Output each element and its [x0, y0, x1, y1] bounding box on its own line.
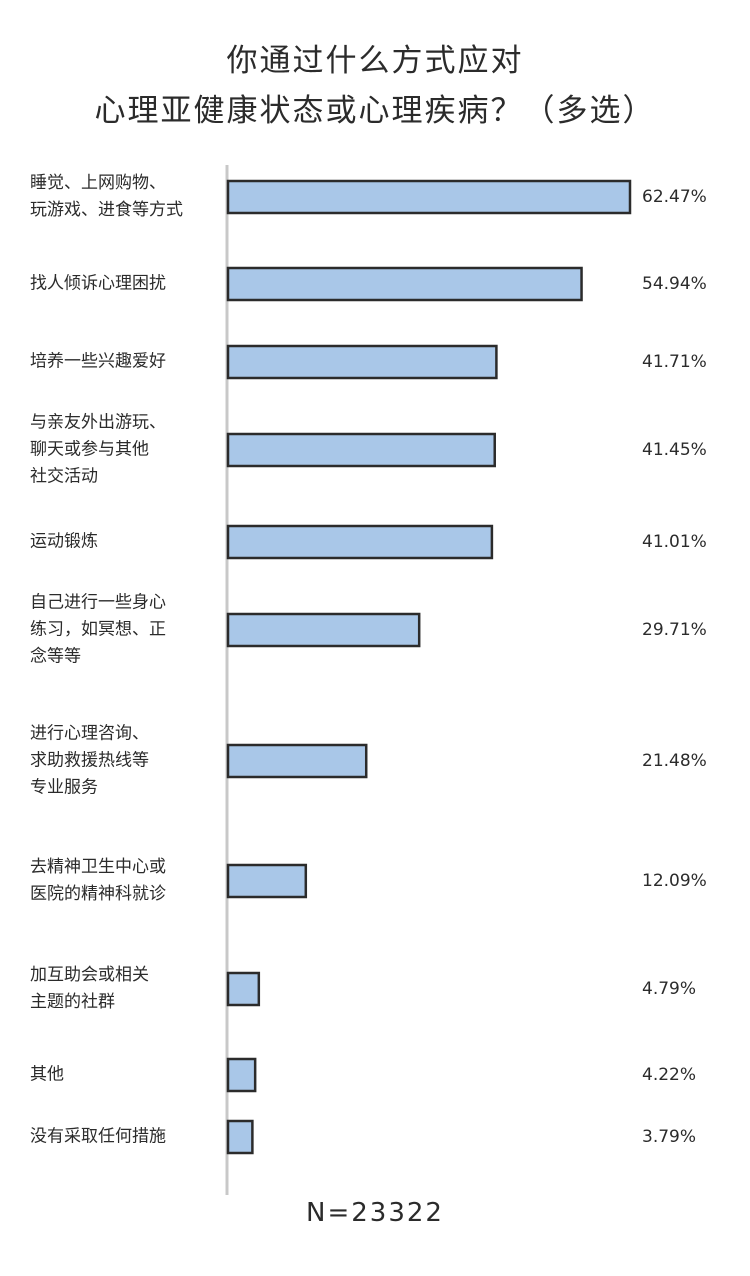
value-label: 29.71% [642, 620, 707, 640]
category-label: 与亲友外出游玩、 聊天或参与其他 社交活动 [30, 412, 166, 487]
bar [226, 179, 632, 215]
category-label: 去精神卫生中心或 医院的精神科就诊 [30, 857, 166, 904]
value-label: 41.01% [642, 532, 707, 552]
bar [226, 612, 421, 648]
bar [226, 863, 308, 899]
value-label: 12.09% [642, 871, 707, 891]
sample-size: N=23322 [306, 1198, 444, 1228]
value-label: 41.71% [642, 352, 707, 372]
chart-title: 你通过什么方式应对 心理亚健康状态或心理疾病？（多选） [94, 43, 656, 129]
category-label: 进行心理咨询、 求助救援热线等 专业服务 [30, 723, 149, 798]
value-label: 21.48% [642, 751, 707, 771]
category-label: 运动锻炼 [30, 531, 98, 552]
value-label: 54.94% [642, 274, 707, 294]
category-label: 自己进行一些身心 练习，如冥想、正 念等等 [30, 592, 166, 667]
bar [226, 524, 494, 560]
value-label: 4.22% [642, 1065, 697, 1085]
category-label: 睡觉、上网购物、 玩游戏、进食等方式 [30, 173, 183, 220]
bar [226, 344, 498, 380]
category-label: 加互助会或相关 主题的社群 [30, 965, 149, 1012]
category-label: 找人倾诉心理困扰 [30, 273, 166, 294]
value-label: 62.47% [642, 187, 707, 207]
bar [226, 743, 368, 779]
bar [226, 1057, 257, 1093]
category-label: 其他 [30, 1064, 64, 1085]
bar [226, 266, 583, 302]
category-label: 没有采取任何措施 [30, 1126, 166, 1147]
value-label: 3.79% [642, 1127, 697, 1147]
value-label: 41.45% [642, 440, 707, 460]
bar [226, 432, 496, 468]
category-label: 培养一些兴趣爱好 [30, 351, 166, 372]
bar [226, 1119, 254, 1155]
value-label: 4.79% [642, 979, 697, 999]
bar [226, 971, 261, 1007]
